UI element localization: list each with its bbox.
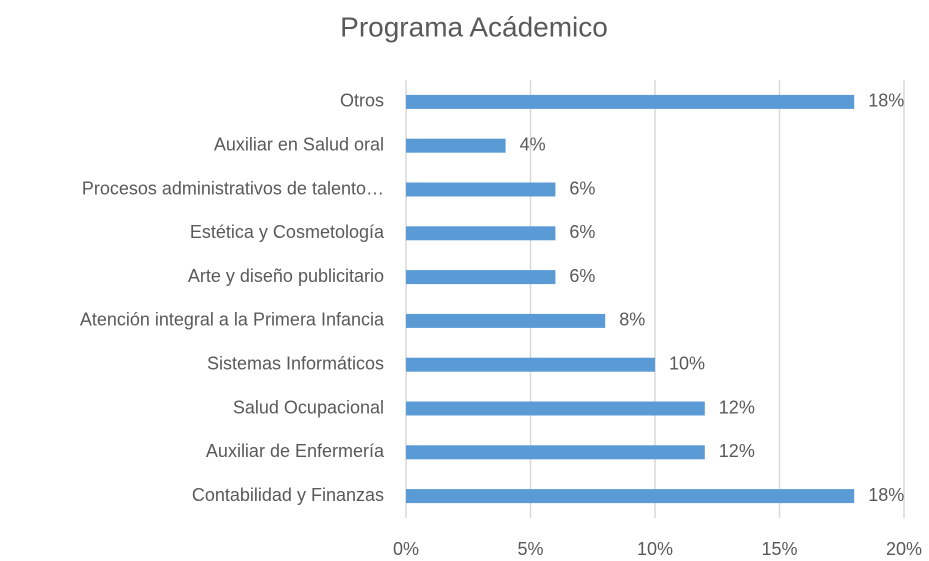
bar — [406, 445, 705, 460]
y-tick-label: Auxiliar de Enfermería — [206, 441, 385, 461]
bar — [406, 270, 556, 285]
x-tick-label: 5% — [517, 539, 543, 559]
y-tick-label: Otros — [340, 91, 384, 111]
x-tick-label: 20% — [886, 539, 922, 559]
data-label: 18% — [868, 91, 904, 111]
data-label: 10% — [669, 353, 705, 373]
bar — [406, 94, 855, 109]
x-tick-label: 15% — [761, 539, 797, 559]
y-tick-label: Auxiliar en Salud oral — [214, 134, 384, 154]
data-label: 6% — [569, 266, 595, 286]
bar — [406, 313, 606, 328]
data-label: 6% — [569, 178, 595, 198]
bar — [406, 357, 655, 372]
data-label: 12% — [719, 397, 755, 417]
y-tick-label: Procesos administrativos de talento… — [82, 178, 384, 198]
x-tick-label: 0% — [393, 539, 419, 559]
data-label: 6% — [569, 222, 595, 242]
bar — [406, 489, 855, 504]
y-tick-label: Atención integral a la Primera Infancia — [80, 310, 385, 330]
data-label: 18% — [868, 485, 904, 505]
data-label: 12% — [719, 441, 755, 461]
y-tick-label: Arte y diseño publicitario — [188, 266, 384, 286]
bar — [406, 138, 506, 153]
y-tick-label: Sistemas Informáticos — [207, 353, 384, 373]
data-label: 4% — [520, 134, 546, 154]
bar — [406, 401, 705, 416]
bar — [406, 226, 556, 241]
y-tick-label: Salud Ocupacional — [233, 397, 384, 417]
data-label: 8% — [619, 310, 645, 330]
y-tick-label: Estética y Cosmetología — [190, 222, 385, 242]
bar — [406, 182, 556, 197]
chart-title: Programa Acádemico — [340, 11, 608, 42]
y-tick-label: Contabilidad y Finanzas — [192, 485, 384, 505]
x-tick-label: 10% — [637, 539, 673, 559]
